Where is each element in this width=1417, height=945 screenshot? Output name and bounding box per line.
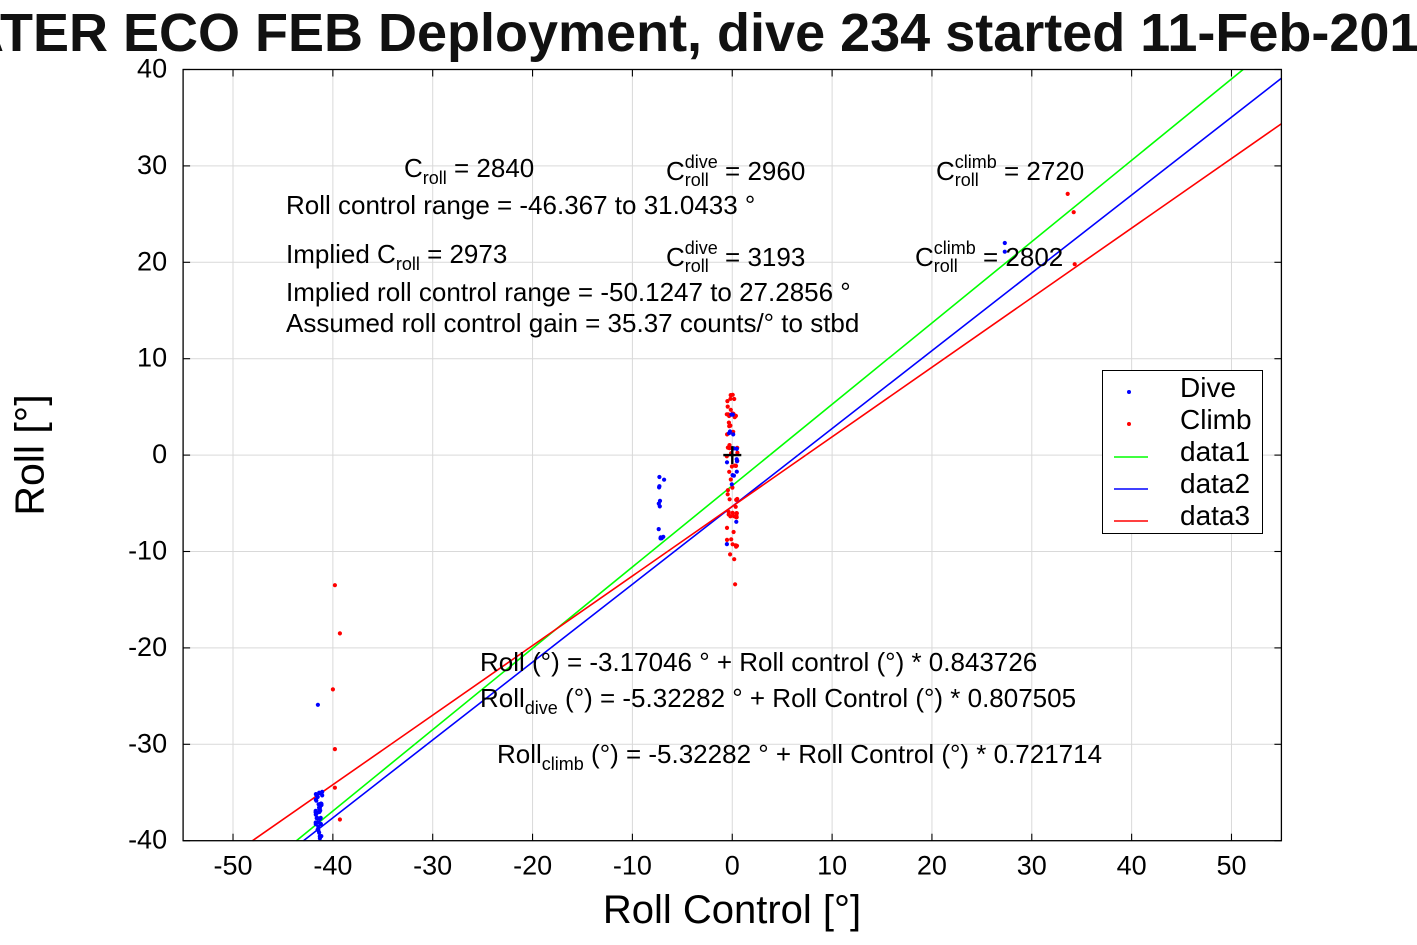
- svg-text:-20: -20: [513, 851, 552, 881]
- svg-text:10: 10: [137, 343, 167, 373]
- svg-text:10: 10: [817, 851, 847, 881]
- svg-text:-30: -30: [128, 728, 167, 758]
- svg-text:30: 30: [1017, 851, 1047, 881]
- svg-text:-40: -40: [313, 851, 352, 881]
- svg-text:0: 0: [725, 851, 740, 881]
- svg-text:-20: -20: [128, 632, 167, 662]
- svg-text:20: 20: [917, 851, 947, 881]
- svg-text:-10: -10: [613, 851, 652, 881]
- svg-text:50: 50: [1216, 851, 1246, 881]
- svg-text:30: 30: [137, 150, 167, 180]
- svg-text:20: 20: [137, 246, 167, 276]
- svg-text:-40: -40: [128, 825, 167, 855]
- svg-text:-10: -10: [128, 536, 167, 566]
- svg-text:-30: -30: [413, 851, 452, 881]
- svg-text:0: 0: [152, 439, 167, 469]
- svg-text:-50: -50: [213, 851, 252, 881]
- svg-text:40: 40: [1117, 851, 1147, 881]
